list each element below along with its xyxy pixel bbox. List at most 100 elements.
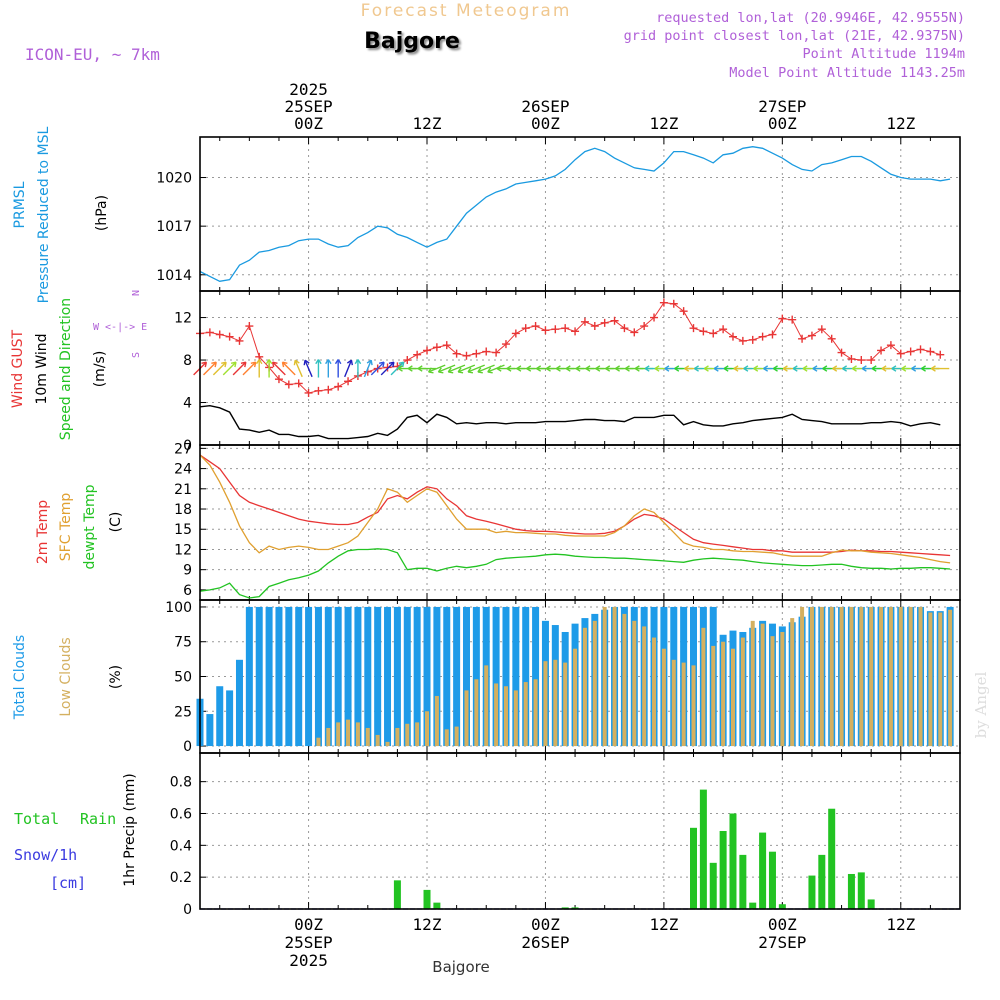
gust-marker [432, 343, 441, 352]
cloud-low-bar [928, 612, 933, 747]
wind-arrow-head [733, 365, 739, 372]
cloud-total-bar [433, 606, 441, 747]
cloud-total-bar [413, 606, 421, 747]
wind-direction-arrow [370, 361, 385, 376]
label-sfc-temp: SFC Temp [58, 493, 74, 562]
wind-arrow-head [211, 361, 217, 368]
wind-speed-line [199, 404, 941, 440]
wind-arrow-head [407, 365, 413, 372]
y-tick-label: 0.2 [170, 870, 192, 886]
wind-arrow-head [477, 367, 483, 374]
time-label-bottom: 00Z [531, 915, 560, 934]
gust-marker [284, 380, 293, 389]
cloud-low-bar [494, 683, 499, 747]
cloud-low-bar [355, 722, 360, 747]
cloud-low-bar [948, 609, 953, 747]
gust-marker [531, 322, 540, 331]
gust-marker [679, 307, 688, 316]
cloud-low-bar [415, 722, 420, 747]
location-title: Bajgore [364, 29, 460, 54]
wind-arrow-head [447, 367, 454, 374]
wind-arrow-head [743, 365, 749, 372]
cloud-total-bar [334, 606, 342, 747]
wind-arrow-head [555, 365, 561, 372]
cloud-low-bar [800, 606, 805, 747]
wind-direction-arrow [448, 364, 466, 373]
panel-frame [199, 136, 961, 292]
cloud-low-bar [405, 723, 410, 747]
cloud-low-bar [553, 659, 558, 747]
wind-direction-arrow [272, 361, 286, 376]
temp-2m-line [199, 454, 951, 557]
wind-arrow-head [595, 365, 601, 372]
gust-marker [324, 385, 333, 394]
wind-arrow-head [842, 365, 848, 372]
label-pct: (%) [108, 665, 124, 689]
gust-marker [709, 329, 718, 338]
wind-arrow-head [911, 365, 917, 372]
cloud-total-bar [265, 606, 273, 747]
cloud-low-bar [839, 606, 844, 747]
time-label-top: 12Z [413, 114, 442, 133]
cloud-total-bar [393, 606, 401, 747]
gust-marker [728, 332, 737, 341]
gust-marker [472, 349, 481, 358]
gust-marker [205, 328, 214, 337]
wind-arrow-head [812, 365, 818, 372]
gust-marker [857, 356, 866, 365]
cloud-low-bar [464, 690, 469, 747]
gust-marker [580, 317, 589, 326]
wind-direction-arrow [242, 361, 257, 376]
cloud-low-bar [879, 606, 884, 747]
gust-marker [620, 324, 629, 333]
wind-arrow-head [378, 361, 385, 368]
footer-location: Bajgore [432, 958, 489, 976]
cloud-low-bar [385, 741, 390, 747]
wind-arrow-head [881, 365, 887, 372]
wind-arrow-head [487, 367, 493, 374]
rain-bar [857, 872, 865, 909]
y-tick-label: 75 [174, 635, 192, 651]
label-wind-gust: Wind GUST [10, 329, 26, 408]
gust-marker [452, 349, 461, 358]
rain-bar [433, 902, 441, 909]
cloud-low-bar [503, 686, 508, 747]
cloud-low-bar [740, 637, 745, 747]
cloud-total-bar [216, 686, 224, 747]
compass-n: N [131, 290, 142, 296]
cloud-total-bar [235, 659, 243, 747]
cloud-low-bar [750, 620, 755, 747]
y-tick-label: 9 [183, 563, 192, 579]
gust-marker [541, 326, 550, 335]
cloud-total-bar [344, 606, 352, 747]
cloud-total-bar [453, 606, 461, 747]
rain-bar [699, 789, 707, 909]
cloud-low-bar [760, 623, 765, 747]
time-label-top: 00Z [294, 114, 323, 133]
wind-direction-arrow [304, 359, 313, 378]
y-tick-label: 4 [183, 396, 192, 412]
cloud-total-bar [443, 606, 451, 747]
y-tick-label: 25 [174, 704, 192, 720]
wind-arrow-head [930, 365, 936, 372]
rain-bar [808, 875, 816, 909]
cloud-low-bar [661, 648, 666, 747]
y-tick-label: 24 [174, 462, 192, 478]
cloud-low-bar [444, 729, 449, 747]
cloud-low-bar [484, 665, 489, 747]
cloud-low-bar [809, 606, 814, 747]
time-label-top: 00Z [531, 114, 560, 133]
wind-arrow-head [871, 365, 877, 372]
rain-bar [393, 880, 401, 909]
gust-marker [590, 322, 599, 331]
label-total: Total [14, 810, 59, 828]
cloud-total-bar [384, 606, 392, 747]
rain-bar [729, 813, 737, 909]
gust-marker [383, 363, 392, 372]
cloud-low-bar [829, 606, 834, 747]
rain-bar [749, 902, 757, 909]
gust-marker [274, 375, 283, 384]
cloud-total-bar [522, 606, 530, 747]
gust-marker [462, 351, 471, 360]
wind-direction-arrow [457, 364, 476, 373]
